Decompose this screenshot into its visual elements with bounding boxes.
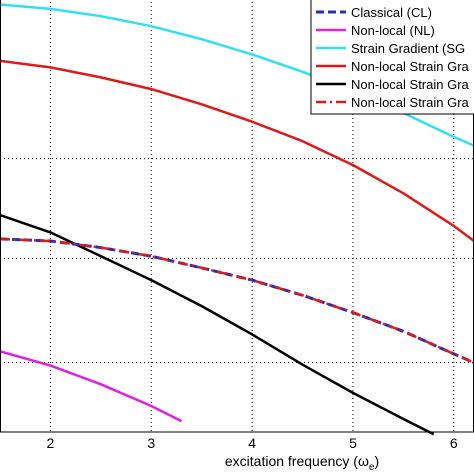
legend-label-5: Non-local Strain Gra [351,95,470,110]
series-lines [0,3,474,436]
series-line-5 [0,237,474,364]
series-line-1 [0,350,183,423]
x-tick-label: 6 [450,435,458,451]
legend-label-3: Non-local Strain Gra [351,59,470,74]
legend-label-1: Non-local (NL) [351,23,435,38]
x-tick-label: 2 [47,435,55,451]
x-tick-labels: 2 3 4 5 6 [47,435,458,451]
series-line-4 [0,213,435,436]
x-tick-label: 3 [147,435,155,451]
x-axis-label: excitation frequency (ωe) [225,453,379,473]
x-tick-label: 5 [349,435,357,451]
legend: Classical (CL) Non-local (NL) Strain Gradi… [310,0,474,115]
x-tick-label: 4 [248,435,256,451]
legend-label-0: Classical (CL) [351,5,432,20]
series-line-0 [0,237,474,364]
legend-label-2: Strain Gradient (SG [351,41,465,56]
series-line-3 [0,59,474,243]
legend-box [310,0,474,115]
legend-label-4: Non-local Strain Gra [351,77,470,92]
series-line-2 [0,3,474,147]
